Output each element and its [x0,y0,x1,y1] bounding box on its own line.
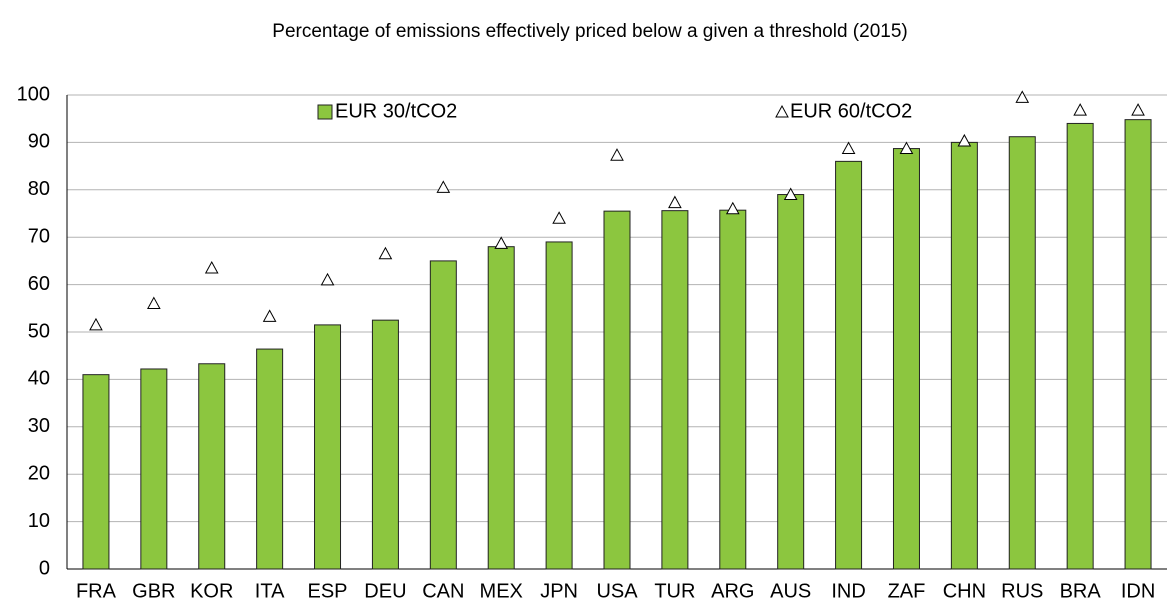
bar [1008,136,1036,570]
bar [429,260,457,570]
x-tick-label: IDN [1121,580,1155,602]
x-tick-label: ESP [308,580,348,602]
x-tick-label: CHN [943,580,986,602]
legend-label: EUR 30/tCO2 [335,100,457,122]
triangle-marker [1131,103,1145,116]
x-tick-label: ZAF [888,580,926,602]
legend-label: EUR 60/tCO2 [790,100,912,122]
x-tick-label: BRA [1060,580,1102,602]
bar [82,374,110,570]
bar [719,209,747,570]
triangle-marker [89,317,103,331]
x-tick-label: JPN [540,580,578,602]
y-tick-label: 100 [17,83,50,105]
x-tick-label: GBR [132,580,175,602]
triangle-marker [262,309,277,322]
bar [545,241,573,570]
triangle-marker [552,211,566,224]
triangle-marker [957,133,972,147]
y-tick-label: 10 [28,510,50,532]
bar [314,324,342,570]
y-tick-label: 0 [39,557,50,579]
legend-swatch [317,104,333,120]
x-tick-label: RUS [1001,580,1043,602]
triangle-marker [146,296,161,310]
bar [950,141,978,570]
bar [256,348,284,570]
x-tick-label: KOR [190,580,233,602]
y-tick-label: 70 [28,225,50,247]
bar [835,160,863,570]
x-tick-label: MEX [480,580,523,602]
triangle-marker [899,141,914,155]
triangle-marker [610,148,624,161]
x-tick-label: USA [596,580,638,602]
y-tick-label: 90 [28,131,50,153]
bar [1124,119,1152,570]
bar [487,246,515,570]
y-tick-label: 20 [28,462,50,484]
x-tick-label: ARG [711,580,754,602]
x-tick-label: CAN [422,580,464,602]
triangle-marker [436,180,451,193]
triangle-marker [783,187,798,201]
y-tick-label: 30 [28,415,50,437]
bar [140,368,168,570]
bar [661,210,689,570]
bar [603,210,631,570]
y-tick-label: 50 [28,320,50,342]
triangle-marker [1073,103,1088,116]
triangle-marker [1015,90,1030,103]
triangle-marker [668,195,682,209]
triangle-marker [494,236,509,249]
x-tick-label: TUR [654,580,695,602]
bar [198,363,226,570]
bar [777,194,805,570]
triangle-marker [320,272,335,286]
chart-title: Percentage of emissions effectively pric… [272,21,907,42]
bar [1066,122,1094,570]
triangle-marker [841,141,856,155]
triangle-marker [725,201,740,215]
y-tick-label: 80 [28,178,50,200]
x-tick-label: AUS [770,580,811,602]
x-tick-label: IND [831,580,865,602]
x-tick-label: DEU [364,580,406,602]
triangle-marker [204,260,219,274]
y-tick-label: 60 [28,273,50,295]
legend-swatch [775,104,789,118]
triangle-marker [378,246,393,260]
x-tick-label: ITA [255,580,285,602]
bar [371,319,399,570]
x-tick-label: FRA [76,580,117,602]
y-tick-label: 40 [28,368,50,390]
bar [892,148,920,570]
